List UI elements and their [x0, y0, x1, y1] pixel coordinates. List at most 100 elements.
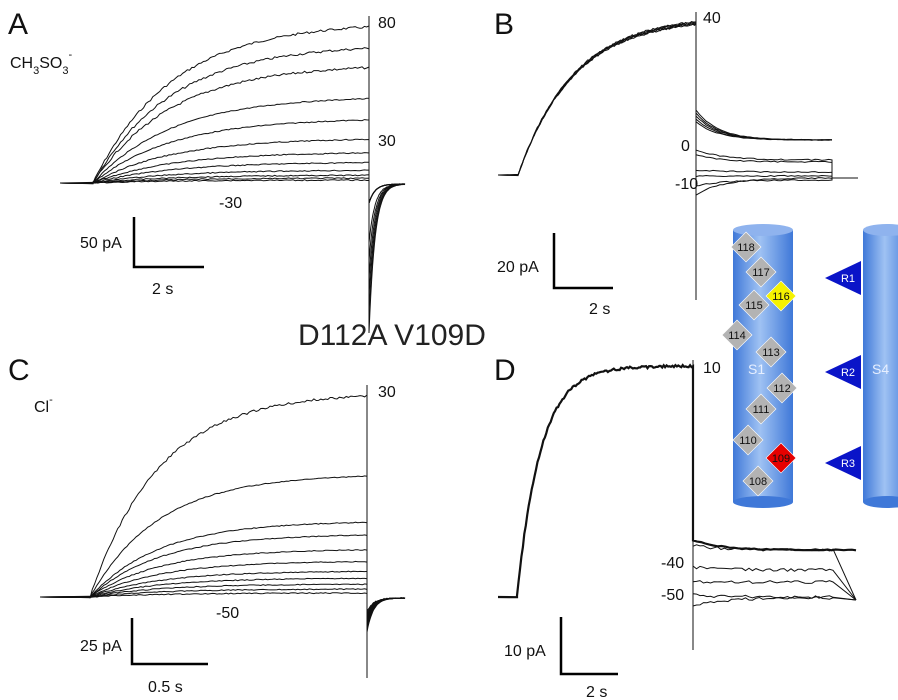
- svg-text:114: 114: [728, 330, 746, 342]
- panel-a-current-traces: [59, 16, 406, 333]
- arginine-r3: R3: [825, 446, 861, 480]
- panel-a-scale-x-label: 2 s: [152, 281, 173, 298]
- current-trace: [59, 119, 405, 315]
- s4-helix: [863, 224, 898, 508]
- current-trace: [497, 22, 832, 176]
- svg-text:R2: R2: [841, 367, 855, 379]
- panel-d: D 10 -40 -50 10 pA 2 s: [494, 354, 857, 700]
- panel-a: A CH3SO3- 80 30 -30 50 pA 2 s: [8, 8, 406, 333]
- svg-text:115: 115: [745, 300, 763, 312]
- panel-b-scale-bar: [552, 233, 613, 290]
- panel-b-current-traces: [497, 12, 858, 300]
- current-trace: [39, 393, 406, 612]
- residue-112: 112: [766, 372, 798, 404]
- panel-b-voltage-mid: 0: [681, 138, 690, 155]
- residue-118: 118: [730, 231, 762, 263]
- current-trace: [692, 593, 857, 601]
- panel-b-scale-y-label: 20 pA: [497, 259, 539, 276]
- current-trace: [695, 169, 858, 179]
- current-trace: [692, 564, 857, 601]
- panel-b-voltage-top: 40: [703, 10, 721, 27]
- residue-116: 116: [765, 280, 797, 312]
- current-trace: [39, 592, 406, 633]
- panel-b: B 40 0 -10 20 pA 2 s: [494, 8, 858, 318]
- panel-d-scale-y-label: 10 pA: [504, 643, 546, 660]
- residue-117: 117: [745, 256, 777, 288]
- current-trace: [59, 97, 405, 298]
- current-trace: [695, 177, 858, 196]
- current-trace: [498, 21, 833, 176]
- s1-label: S1: [748, 361, 765, 377]
- svg-text:113: 113: [762, 347, 780, 359]
- svg-text:116: 116: [772, 291, 790, 303]
- panel-d-voltage-low: -50: [661, 587, 684, 604]
- svg-text:110: 110: [739, 435, 757, 447]
- residue-111: 111: [745, 393, 777, 425]
- svg-text:111: 111: [753, 404, 770, 416]
- current-trace: [695, 177, 858, 187]
- panel-d-voltage-mid: -40: [661, 555, 684, 572]
- residue-109: 109: [765, 442, 797, 474]
- panel-a-voltage-top: 80: [378, 15, 396, 32]
- panel-c-scale-x-label: 0.5 s: [148, 679, 183, 696]
- panel-c-voltage-top: 30: [378, 384, 396, 401]
- svg-text:112: 112: [773, 383, 791, 395]
- panel-a-holding-voltage: -30: [219, 195, 242, 212]
- panel-a-scale-bar: [132, 217, 204, 269]
- current-trace: [695, 149, 858, 179]
- current-trace: [40, 521, 406, 617]
- svg-text:R1: R1: [841, 273, 855, 285]
- current-trace: [497, 363, 857, 599]
- residue-110: 110: [732, 424, 764, 456]
- panel-d-current-traces: [497, 360, 857, 650]
- current-trace: [497, 22, 833, 177]
- arginine-r2: R2: [825, 355, 861, 389]
- current-trace: [59, 179, 405, 203]
- arginine-r1: R1: [825, 261, 861, 295]
- s4-label: S4: [872, 361, 889, 377]
- current-trace: [60, 25, 406, 243]
- figure-title: D112A V109D: [298, 319, 486, 352]
- panel-c-scale-bar: [130, 618, 208, 666]
- panel-a-letter: A: [8, 8, 28, 41]
- panel-c-scale-y-label: 25 pA: [80, 638, 122, 655]
- current-trace: [695, 174, 858, 179]
- svg-text:109: 109: [772, 453, 790, 465]
- residue-115: 115: [738, 289, 770, 321]
- residue-114: 114: [721, 319, 753, 351]
- panel-a-scale-y-label: 50 pA: [80, 235, 122, 252]
- panel-c-current-traces: [39, 385, 406, 678]
- panel-d-scale-bar: [559, 617, 618, 676]
- s4-arginines: R1 R2 R3: [825, 261, 861, 480]
- residue-113: 113: [755, 336, 787, 368]
- svg-text:117: 117: [752, 267, 770, 279]
- current-trace: [695, 154, 858, 179]
- current-trace: [59, 66, 406, 279]
- current-trace: [59, 138, 406, 333]
- panel-a-voltage-mid: 30: [378, 133, 396, 150]
- panel-c-letter: C: [8, 354, 30, 387]
- panel-d-scale-x-label: 2 s: [586, 684, 607, 700]
- panel-c-ion-label: Cl-: [34, 394, 53, 416]
- current-trace: [59, 47, 406, 262]
- panel-c: C Cl- 30 -50 25 pA 0.5 s: [8, 354, 406, 696]
- current-trace: [497, 21, 833, 176]
- panel-b-letter: B: [494, 8, 514, 41]
- panel-d-voltage-top: 10: [703, 360, 721, 377]
- panel-a-ion-label: CH3SO3-: [10, 49, 72, 77]
- svg-text:R3: R3: [841, 458, 855, 470]
- residue-108: 108: [742, 465, 774, 497]
- panel-c-holding-voltage: -50: [216, 605, 239, 622]
- current-trace: [692, 544, 857, 601]
- helix-diagram: S1 S4 118117116115114113112111110109108 …: [721, 224, 898, 508]
- panel-d-letter: D: [494, 354, 516, 387]
- panel-b-scale-x-label: 2 s: [589, 301, 610, 318]
- current-trace: [692, 580, 857, 601]
- svg-text:118: 118: [737, 242, 755, 254]
- current-trace: [497, 22, 832, 177]
- current-trace: [692, 596, 857, 607]
- svg-text:108: 108: [749, 476, 767, 488]
- panel-b-voltage-low: -10: [675, 176, 698, 193]
